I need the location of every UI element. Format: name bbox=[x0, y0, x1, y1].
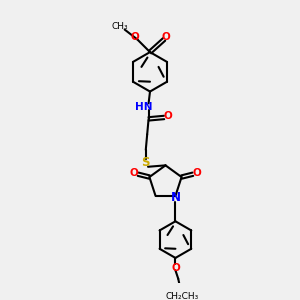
Text: CH₃: CH₃ bbox=[111, 22, 128, 31]
Text: S: S bbox=[142, 156, 150, 169]
Text: HN: HN bbox=[135, 102, 152, 112]
Text: CH₂CH₃: CH₂CH₃ bbox=[165, 292, 198, 300]
Text: N: N bbox=[170, 191, 180, 204]
Text: O: O bbox=[130, 168, 139, 178]
Text: O: O bbox=[161, 32, 170, 42]
Text: O: O bbox=[131, 32, 140, 42]
Text: O: O bbox=[171, 262, 180, 272]
Text: O: O bbox=[164, 111, 172, 121]
Text: O: O bbox=[192, 168, 201, 178]
